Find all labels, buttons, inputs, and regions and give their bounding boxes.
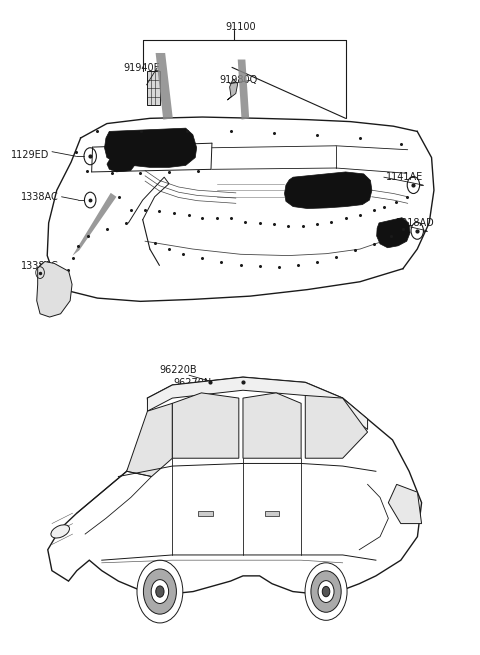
Text: 1338AC: 1338AC [21, 261, 59, 271]
Polygon shape [127, 403, 172, 477]
Polygon shape [238, 60, 249, 120]
Text: 1129ED: 1129ED [11, 150, 49, 160]
Text: 91980Q: 91980Q [219, 75, 257, 85]
Polygon shape [377, 217, 410, 248]
Polygon shape [243, 393, 301, 458]
Text: 1018AD: 1018AD [396, 218, 434, 228]
Bar [198, 510, 213, 515]
Text: 91940E: 91940E [124, 63, 160, 73]
Ellipse shape [51, 525, 70, 538]
Polygon shape [305, 396, 368, 458]
Text: 96220B: 96220B [160, 365, 197, 375]
Polygon shape [285, 172, 372, 208]
Bar [146, 71, 160, 105]
Circle shape [137, 560, 183, 623]
Circle shape [156, 586, 164, 597]
Polygon shape [172, 393, 239, 458]
Polygon shape [147, 377, 368, 430]
Polygon shape [72, 193, 117, 255]
Circle shape [311, 571, 341, 612]
Polygon shape [388, 484, 421, 523]
Circle shape [151, 580, 168, 603]
Bar [265, 510, 279, 515]
Polygon shape [227, 79, 238, 100]
Polygon shape [105, 128, 197, 168]
Text: 96270N: 96270N [174, 378, 212, 388]
Polygon shape [37, 261, 72, 317]
Text: 91100: 91100 [225, 22, 256, 32]
Polygon shape [48, 377, 421, 594]
Polygon shape [156, 53, 173, 120]
Text: 1141AE: 1141AE [386, 172, 423, 182]
Circle shape [305, 563, 347, 620]
Text: 1338AC: 1338AC [22, 192, 59, 202]
Circle shape [322, 586, 330, 597]
Circle shape [144, 569, 177, 614]
Circle shape [318, 580, 334, 603]
Polygon shape [107, 157, 135, 172]
